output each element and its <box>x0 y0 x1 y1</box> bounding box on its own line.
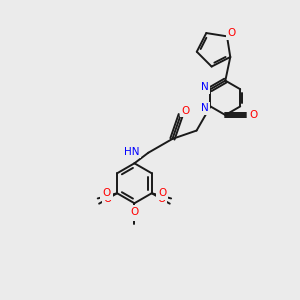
Text: O: O <box>102 188 110 198</box>
Text: O: O <box>182 106 190 116</box>
Text: O: O <box>158 194 166 204</box>
Text: O: O <box>159 188 167 198</box>
Text: O: O <box>130 210 139 220</box>
Text: O: O <box>130 207 139 217</box>
Text: HN: HN <box>124 147 140 157</box>
Text: O: O <box>228 28 236 38</box>
Text: O: O <box>249 110 257 120</box>
Text: N: N <box>201 82 208 92</box>
Text: O: O <box>103 194 111 204</box>
Text: N: N <box>201 103 208 113</box>
